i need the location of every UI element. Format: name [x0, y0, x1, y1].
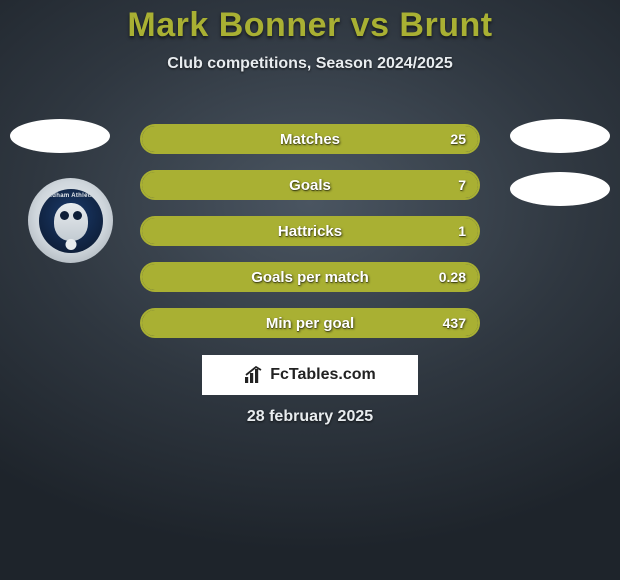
stat-row-hattricks: Hattricks 1: [140, 216, 480, 246]
stat-label: Goals per match: [251, 269, 369, 286]
ball-icon: [65, 239, 76, 250]
stat-label: Goals: [289, 177, 331, 194]
club-crest: Oldham Athletic: [28, 178, 113, 263]
stat-row-mpg: Min per goal 437: [140, 308, 480, 338]
team-badge-right-a: [510, 119, 610, 153]
page-title: Mark Bonner vs Brunt: [0, 0, 620, 45]
stat-value: 0.28: [439, 269, 466, 285]
stat-label: Hattricks: [278, 223, 342, 240]
canvas: Mark Bonner vs Brunt Club competitions, …: [0, 0, 620, 580]
team-badge-right-b: [510, 172, 610, 206]
club-crest-inner: Oldham Athletic: [39, 189, 103, 253]
team-badge-left: [10, 119, 110, 153]
title-text: Mark Bonner vs Brunt: [127, 6, 492, 44]
owl-eye-right: [73, 211, 82, 220]
stat-row-matches: Matches 25: [140, 124, 480, 154]
stats-container: Matches 25 Goals 7 Hattricks 1 Goals per…: [140, 124, 480, 354]
subtitle: Club competitions, Season 2024/2025: [0, 55, 620, 73]
owl-icon: [54, 203, 88, 241]
stat-value: 437: [443, 315, 466, 331]
watermark-text: FcTables.com: [270, 366, 376, 384]
stat-value: 25: [450, 131, 466, 147]
stat-row-goals: Goals 7: [140, 170, 480, 200]
stat-label: Matches: [280, 131, 340, 148]
stat-label: Min per goal: [266, 315, 354, 332]
date-label: 28 february 2025: [0, 408, 620, 426]
bar-chart-icon: [244, 366, 266, 384]
watermark: FcTables.com: [202, 355, 418, 395]
stat-value: 1: [458, 223, 466, 239]
crest-text: Oldham Athletic: [39, 193, 103, 199]
stat-value: 7: [458, 177, 466, 193]
owl-eye-left: [60, 211, 69, 220]
stat-row-gpm: Goals per match 0.28: [140, 262, 480, 292]
